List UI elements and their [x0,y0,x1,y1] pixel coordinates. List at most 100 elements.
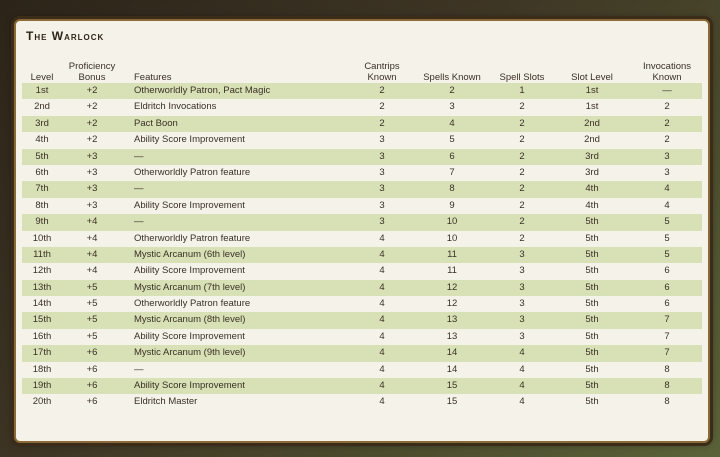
cell-spell-slots: 2 [519,199,525,211]
cell-features: Mystic Arcanum (9th level) [134,347,246,359]
cell-spell-slots: 3 [519,330,525,342]
cell-spells-known: 11 [447,265,457,277]
cell-spells-known: 9 [449,199,455,211]
cell-invocations: 8 [664,363,670,375]
cell-features: Mystic Arcanum (6th level) [134,248,246,260]
cell-spells-known: 6 [449,150,455,162]
cell-slot-level: 5th [585,281,599,293]
cell-slot-level: 4th [585,183,599,195]
cell-cantrips: 4 [379,330,385,342]
table-row: 17th +6 Mystic Arcanum (9th level) 4 14 4 5th 7 [22,345,702,362]
cell-features: Ability Score Improvement [134,134,245,146]
table-row: 20th +6 Eldritch Master 4 15 4 5th 8 [22,394,702,410]
table-row: 15th +5 Mystic Arcanum (8th level) 4 13 3 5th 7 [22,312,702,329]
table-row: 13th +5 Mystic Arcanum (7th level) 4 12 3 5th 6 [22,279,702,297]
cell-spells-known: 14 [446,363,458,375]
cell-proficiency: +5 [86,281,98,293]
cell-slot-level: 5th [585,396,599,408]
cell-features: Ability Score Improvement [134,380,245,392]
cell-cantrips: 3 [379,183,385,195]
table-row: 4th +2 Ability Score Improvement 3 5 2 2nd 2 [22,132,702,148]
cell-features: Otherworldly Patron feature [134,232,251,244]
table-row: 11th +4 Mystic Arcanum (6th level) 4 11 3 5th 5 [22,246,702,264]
cell-features: Eldritch Invocations [134,101,217,113]
cell-slot-level: 1st [585,85,599,96]
cell-spells-known: 2 [449,85,455,96]
cell-cantrips: 4 [379,248,385,260]
table-row: 1st +2 Otherworldly Patron, Pact Magic 2 2 1 1… [22,83,702,100]
cell-level: 7th [35,183,49,195]
cell-spell-slots: 2 [519,166,525,178]
cell-level: 8th [35,199,49,211]
cell-spell-slots: 2 [519,216,525,228]
table-row: 10th +4 Otherworldly Patron feature 4 10 2 5th… [22,231,702,247]
cell-invocations: 5 [664,216,670,228]
cell-cantrips: 4 [379,347,385,359]
cell-level: 2nd [34,101,50,113]
cell-proficiency: +2 [86,117,98,129]
cell-slot-level: 5th [585,330,599,342]
table-row: 6th +3 Otherworldly Patron feature 3 7 2 3rd 3 [22,165,702,181]
header-slot-level: Slot Level [571,72,613,83]
cell-proficiency: +6 [86,363,98,375]
cell-invocations: 6 [664,298,670,310]
table-row: 12th +4 Ability Score Improvement 4 11 3 5th 6 [22,263,702,279]
cell-slot-level: 2nd [584,117,600,129]
cell-cantrips: 3 [379,216,385,228]
cell-proficiency: +6 [86,347,98,359]
cell-cantrips: 3 [379,134,385,146]
cell-proficiency: +2 [86,101,98,113]
cell-spell-slots: 1 [519,85,525,96]
cell-spells-known: 8 [449,183,455,195]
cell-spell-slots: 4 [519,363,525,375]
cell-slot-level: 5th [585,265,599,277]
cell-features: Ability Score Improvement [134,330,245,342]
cell-invocations: 7 [664,347,670,359]
cell-cantrips: 4 [379,396,385,408]
cell-level: 3rd [35,117,49,129]
table-row: 19th +6 Ability Score Improvement 4 15 4 5th 8 [22,378,702,395]
table-row: 2nd +2 Eldritch Invocations 2 3 2 1st 2 [22,99,702,115]
cell-features: — [134,216,144,228]
cell-proficiency: +4 [86,232,98,244]
cell-spell-slots: 3 [519,248,525,260]
cell-features: — [134,183,144,195]
cell-spells-known: 11 [447,248,457,260]
cell-proficiency: +2 [86,85,98,96]
cell-proficiency: +2 [86,134,98,146]
cell-spells-known: 14 [446,347,458,359]
cell-level: 5th [35,150,49,162]
cell-features: Ability Score Improvement [134,199,245,211]
cell-invocations: 8 [664,396,670,408]
cell-level: 9th [35,216,49,228]
cell-spell-slots: 2 [519,117,525,129]
cell-spells-known: 15 [446,396,458,408]
cell-slot-level: 3rd [585,150,599,162]
cell-level: 6th [35,166,49,178]
header-cantrips: Cantrips Known [364,61,400,83]
cell-proficiency: +6 [86,396,98,408]
cell-spells-known: 10 [446,232,458,244]
cell-slot-level: 5th [585,347,599,359]
cell-level: 20th [32,396,52,408]
cell-spells-known: 4 [449,117,455,129]
cell-cantrips: 4 [379,232,385,244]
cell-spells-known: 12 [446,298,458,310]
cell-cantrips: 3 [379,150,385,162]
header-features: Features [134,72,172,83]
cell-slot-level: 5th [585,298,599,310]
cell-spell-slots: 2 [519,134,525,146]
cell-proficiency: +5 [86,314,98,326]
cell-spell-slots: 2 [519,183,525,195]
cell-level: 13th [32,281,52,293]
cell-level: 14th [32,298,52,310]
cell-cantrips: 2 [379,85,385,96]
cell-cantrips: 2 [379,117,385,129]
header-spells-known: Spells Known [423,72,481,83]
cell-slot-level: 4th [585,199,599,211]
cell-level: 17th [32,347,52,359]
table-row: 5th +3 — 3 6 2 3rd 3 [22,148,702,165]
cell-spells-known: 13 [446,330,458,342]
cell-spells-known: 3 [449,101,455,113]
table-row: 8th +3 Ability Score Improvement 3 9 2 4th 4 [22,198,702,214]
